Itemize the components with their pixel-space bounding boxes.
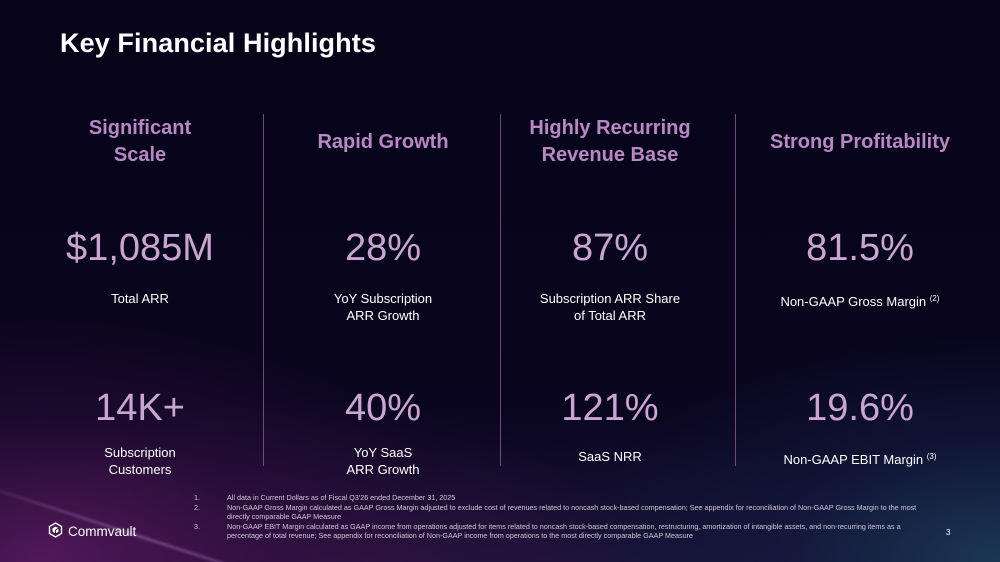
footnote-text: Non-GAAP Gross Margin calculated as GAAP… [227,502,917,522]
footnote-text: Non-GAAP EBIT Margin calculated as GAAP … [227,521,901,541]
slide-title: Key Financial Highlights [60,28,376,58]
footnote-item: 1. All data in Current Dollars as of Fis… [190,493,935,503]
label-line: Total ARR [111,291,169,306]
footnote-text: All data in Current Dollars as of Fiscal… [227,493,456,502]
commvault-logo: Commvault [48,522,136,541]
commvault-cube-icon [48,522,63,541]
metric-value-ebit-margin: 19.6% [806,387,914,429]
column-heading: Strong Profitability [750,114,970,170]
metric-value-gross-margin: 81.5% [806,227,914,269]
metric-value-total-arr: $1,085M [66,227,214,269]
label-line: YoY Subscription [333,291,433,306]
label-line: Subscription [104,445,176,460]
label-line: Subscription ARR Share [539,291,681,306]
footnote-ref: (3) [926,452,937,461]
footnote-number: 2. [194,502,200,512]
column-divider [735,114,736,466]
label-line: Non-GAAP Gross Margin [780,294,927,309]
label-line: ARR Growth [346,308,420,323]
column-heading: Rapid Growth [283,114,483,170]
column-strong-profitability: Strong Profitability 81.5% Non-GAAP Gros… [750,114,970,484]
heading-line: Scale [113,144,167,166]
footnote-item: 2. Non-GAAP Gross Margin calculated as G… [190,503,935,522]
footnotes: 1. All data in Current Dollars as of Fis… [190,493,935,541]
label-line: of Total ARR [573,308,647,323]
column-heading: Highly Recurring Revenue Base [510,114,710,170]
column-divider [500,114,501,466]
footnote-ref: (2) [929,294,940,303]
metric-label-saas-nrr: SaaS NRR [510,448,710,465]
metric-label-ebit-margin: Non-GAAP EBIT Margin (3) [750,448,970,468]
label-line: SaaS NRR [578,449,642,464]
metric-label-saas-arr-growth: YoY SaaS ARR Growth [283,444,483,478]
label-line: Customers [108,462,172,477]
metric-value-subscription-arr-growth: 28% [344,227,422,269]
heading-line: Rapid Growth [317,130,449,153]
column-heading: Significant Scale [40,114,240,170]
footnote-item: 3. Non-GAAP EBIT Margin calculated as GA… [190,522,935,541]
heading-line: Significant [88,117,192,139]
metric-value-saas-nrr: 121% [561,387,659,429]
metric-label-total-arr: Total ARR [40,290,240,307]
label-line: Non-GAAP EBIT Margin [783,452,924,467]
metric-label-subscription-arr-share: Subscription ARR Share of Total ARR [510,290,710,324]
metric-value-saas-arr-growth: 40% [344,387,422,429]
column-recurring-revenue: Highly Recurring Revenue Base 87% Subscr… [510,114,710,484]
heading-line: Strong Profitability [770,130,950,153]
metric-value-subscription-customers: 14K+ [95,387,185,429]
metric-label-subscription-arr-growth: YoY Subscription ARR Growth [283,290,483,324]
column-divider [263,114,264,466]
metric-value-subscription-arr-share: 87% [571,227,649,269]
column-significant-scale: Significant Scale $1,085M Total ARR 14K+… [40,114,240,484]
column-rapid-growth: Rapid Growth 28% YoY Subscription ARR Gr… [283,114,483,484]
footnote-number: 1. [194,493,200,502]
metric-label-subscription-customers: Subscription Customers [40,444,240,478]
footnote-number: 3. [194,521,200,531]
label-line: ARR Growth [346,462,420,477]
heading-line: Revenue Base [541,144,679,166]
page-number: 3 [946,528,951,537]
brand-name: Commvault [68,524,137,539]
heading-line: Highly Recurring [529,117,691,139]
label-line: YoY SaaS [353,445,413,460]
metric-label-gross-margin: Non-GAAP Gross Margin (2) [750,290,970,310]
